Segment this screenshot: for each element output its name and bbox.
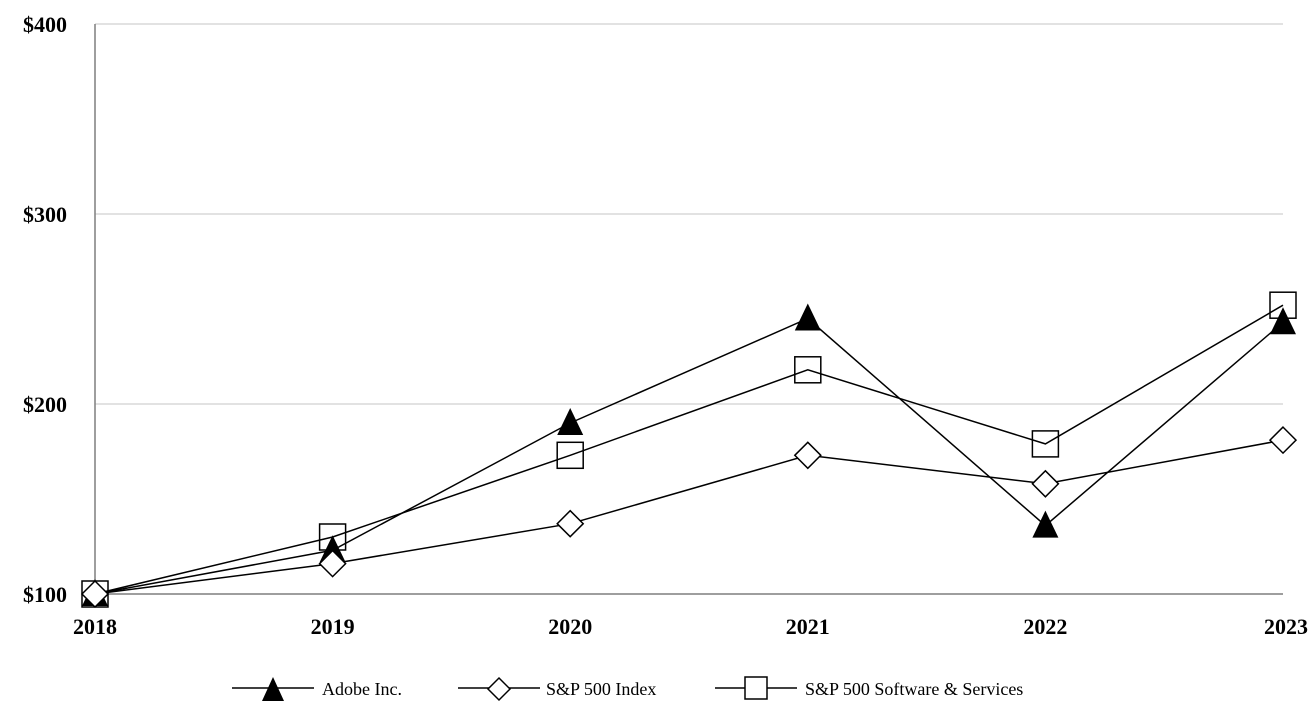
y-axis-tick-labels: $100 $200 $300 $400 [23, 12, 67, 607]
open-square-icon [715, 676, 797, 700]
data-point-diamond [1268, 426, 1298, 455]
x-tick-label: 2019 [311, 614, 355, 639]
x-tick-label: 2020 [548, 614, 592, 639]
series-line [94, 439, 1284, 595]
x-tick-label: 2022 [1023, 614, 1067, 639]
y-tick-label: $300 [23, 202, 67, 227]
data-point-square [1031, 430, 1060, 458]
data-point-square [794, 356, 822, 384]
series-line [94, 304, 1284, 595]
data-point-triangle [794, 303, 821, 331]
data-point-square [556, 441, 584, 470]
legend-label: S&P 500 Software & Services [805, 679, 1024, 699]
data-point-diamond [793, 441, 822, 470]
data-point-square [318, 523, 347, 551]
data-point-triangle [319, 535, 346, 563]
legend: Adobe Inc. S&P 500 Index S&P 500 Softwar… [0, 676, 1310, 704]
grid-lines [95, 23, 1283, 405]
data-point-diamond [556, 509, 585, 538]
data-point-triangle [1270, 307, 1296, 335]
open-diamond-icon [458, 676, 540, 702]
data-point-triangle [1032, 510, 1059, 538]
x-tick-label: 2018 [73, 614, 117, 639]
y-tick-label: $100 [23, 582, 67, 607]
legend-label: Adobe Inc. [322, 679, 402, 699]
x-tick-label: 2021 [786, 614, 830, 639]
data-point-diamond [1031, 469, 1060, 498]
x-tick-label: 2023 [1264, 614, 1308, 639]
line-chart: $100 $200 $300 $400 2018 2019 2020 2021 2022 202… [23, 12, 1308, 639]
legend-label: S&P 500 Index [546, 679, 657, 699]
data-point-triangle [557, 408, 584, 435]
data-point-square [81, 580, 109, 608]
series-line [94, 317, 1284, 595]
axes [94, 24, 1283, 595]
series-lines [80, 291, 1298, 609]
y-tick-label: $200 [23, 392, 67, 417]
x-axis-tick-labels: 2018 2019 2020 2021 2022 2023 [73, 614, 1308, 639]
data-point-diamond [318, 549, 347, 578]
filled-triangle-icon [232, 677, 314, 701]
y-tick-label: $400 [23, 12, 67, 37]
data-point-square [1269, 291, 1297, 319]
